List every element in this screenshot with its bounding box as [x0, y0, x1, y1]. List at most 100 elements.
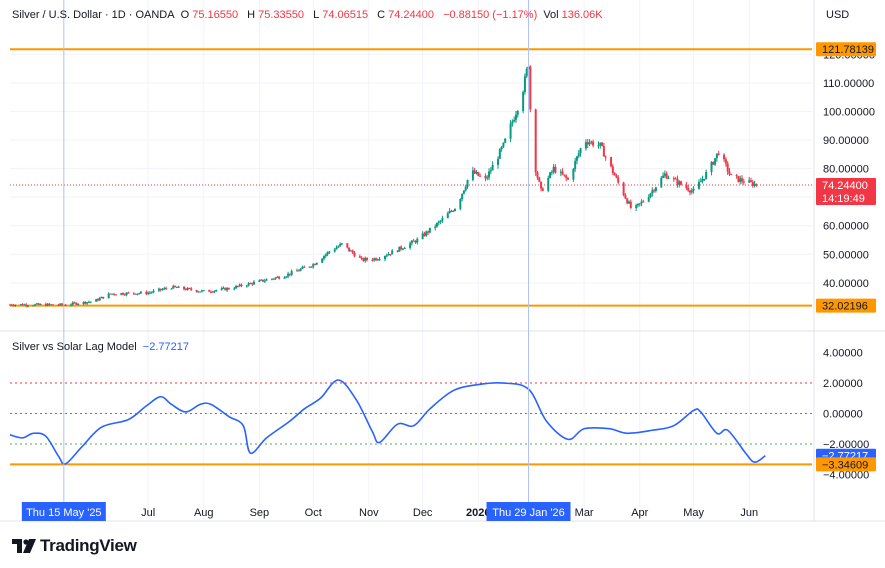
candle-body: [339, 244, 342, 247]
candle-body: [523, 76, 526, 92]
time-tick-label: Nov: [359, 507, 379, 519]
candle-body: [235, 285, 238, 289]
candle-body: [113, 293, 116, 295]
candle-body: [385, 255, 388, 257]
candle-body: [448, 211, 451, 214]
tradingview-brand[interactable]: TradingView: [12, 536, 137, 555]
candle-body: [145, 291, 148, 295]
countdown-tag-bg: [816, 191, 876, 206]
candle-body: [39, 304, 42, 306]
candle-body: [479, 175, 482, 177]
currency-label[interactable]: USD: [826, 9, 850, 21]
candle-body: [25, 304, 28, 306]
candle-body: [667, 178, 670, 180]
candle-body: [678, 181, 681, 185]
candle-body: [134, 293, 137, 295]
candle-body: [260, 279, 263, 281]
candle-body: [654, 187, 657, 191]
candle-body: [549, 172, 552, 178]
candle-body: [35, 303, 38, 305]
candle-body: [188, 288, 191, 290]
candle-body: [511, 121, 514, 124]
candle-body: [376, 259, 379, 261]
candle-body: [46, 303, 49, 306]
candle-body: [452, 211, 455, 213]
candle-body: [82, 301, 85, 304]
candle-body: [285, 276, 288, 278]
candle-body: [572, 169, 575, 180]
candle-body: [504, 138, 507, 143]
candle-body: [360, 257, 363, 259]
candle-body: [529, 66, 532, 110]
indicator-pane[interactable]: [9, 379, 812, 466]
indicator-name[interactable]: Silver vs Solar Lag Model: [12, 341, 137, 353]
candle-body: [199, 291, 202, 293]
indicator-tick-label: 2.00000: [823, 378, 863, 390]
time-tick-label: Sep: [250, 507, 270, 519]
candle-body: [525, 68, 528, 77]
candle-body: [416, 238, 419, 243]
candle-body: [547, 177, 550, 191]
candle-body: [742, 181, 745, 183]
crosshair-lines: [63, 0, 530, 521]
candle-body: [21, 304, 24, 306]
candle-body: [272, 278, 275, 280]
indicator-series-line: [9, 379, 766, 465]
candle-body: [453, 208, 456, 212]
last-price-tag-bg: [816, 178, 876, 193]
level-price-tag-bg: [816, 298, 876, 313]
crosshair-date-tag-bg: [21, 502, 106, 521]
candle-body: [378, 259, 381, 261]
candle-body: [114, 294, 117, 296]
candle-body: [375, 258, 378, 261]
candle-body: [421, 233, 424, 239]
price-tick-label: 90.00000: [823, 135, 869, 147]
candle-body: [592, 141, 595, 146]
candle-body: [77, 303, 80, 305]
candle-body: [183, 286, 186, 290]
candle-body: [563, 174, 566, 176]
candle-body: [400, 246, 403, 250]
candle-body: [139, 291, 142, 294]
candle-body: [697, 181, 700, 189]
candle-body: [688, 190, 691, 193]
candle-body: [70, 304, 73, 306]
time-axis[interactable]: Jul Aug Sep Oct Nov Dec 2026 Mar Apr May Jun Thu 15…: [21, 502, 758, 521]
candle-body: [723, 154, 726, 160]
candle-body: [497, 158, 500, 165]
candle-body: [624, 195, 627, 199]
time-tick-label: May: [683, 507, 704, 519]
candle-body: [249, 283, 252, 285]
candle-body: [534, 109, 537, 173]
candle-body: [290, 271, 293, 275]
candle-body: [57, 304, 60, 306]
candle-body: [163, 288, 166, 290]
symbol-title[interactable]: Silver / U.S. Dollar · 1D · OANDA: [12, 9, 175, 21]
time-tick-label: Jul: [141, 507, 155, 519]
candle-body: [95, 299, 98, 302]
candle-body: [132, 292, 135, 294]
candle-body: [662, 175, 665, 178]
candle-body: [240, 284, 243, 287]
candle-body: [617, 177, 620, 183]
candle-body: [125, 292, 128, 295]
candle-body: [626, 198, 629, 204]
time-tick-label: Aug: [194, 507, 214, 519]
candle-body: [514, 114, 517, 120]
candle-body: [635, 205, 638, 208]
candle-body: [586, 142, 589, 145]
candle-body: [509, 123, 512, 139]
main-pane[interactable]: [0, 0, 885, 522]
candle-body: [462, 190, 465, 194]
candle-body: [712, 162, 715, 165]
candle-body: [321, 258, 324, 263]
candle-body: [717, 153, 720, 155]
candle-body: [283, 277, 286, 279]
candle-body: [226, 288, 229, 291]
candle-body: [161, 289, 164, 291]
candle-body: [584, 142, 587, 149]
open-label: O: [180, 9, 190, 21]
candle-body: [288, 273, 291, 275]
price-axis[interactable]: 40.0000050.0000060.0000070.0000080.00000…: [816, 42, 876, 481]
